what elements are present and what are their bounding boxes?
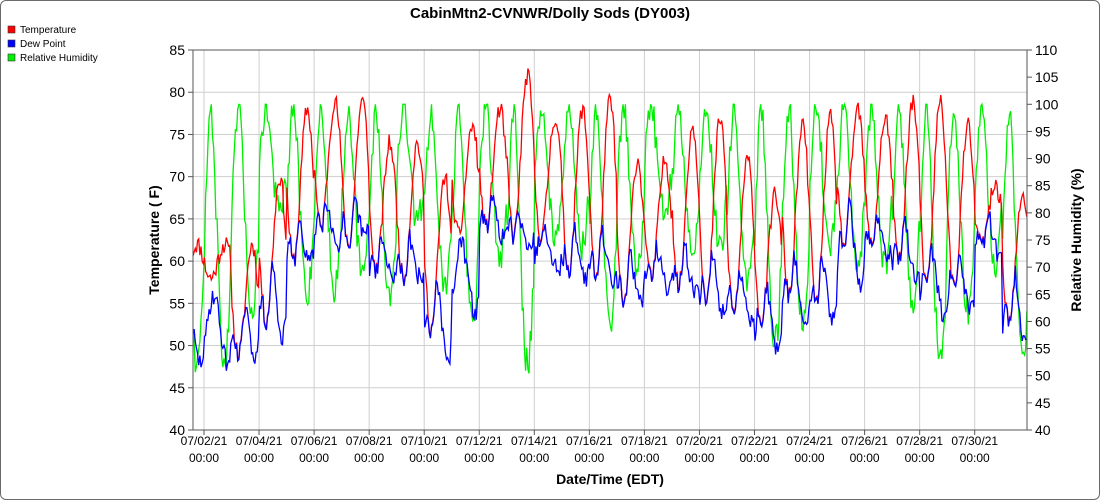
legend-label: Dew Point bbox=[20, 39, 66, 50]
right-tick-label: 60 bbox=[1035, 313, 1051, 329]
x-tick-date: 07/30/21 bbox=[951, 434, 998, 448]
x-tick-time: 00:00 bbox=[739, 451, 769, 465]
series-group bbox=[193, 68, 1027, 374]
right-tick-label: 55 bbox=[1035, 341, 1051, 357]
legend-label: Temperature bbox=[20, 25, 77, 36]
legend-swatch bbox=[7, 25, 16, 34]
right-tick-label: 110 bbox=[1035, 42, 1058, 58]
x-tick-date: 07/06/21 bbox=[291, 434, 338, 448]
right-tick-label: 75 bbox=[1035, 232, 1051, 248]
x-tick-time: 00:00 bbox=[850, 451, 880, 465]
left-tick-label: 80 bbox=[169, 84, 185, 100]
x-tick-time: 00:00 bbox=[795, 451, 825, 465]
x-tick-date: 07/12/21 bbox=[456, 434, 503, 448]
x-tick-date: 07/16/21 bbox=[566, 434, 613, 448]
temperature-line bbox=[193, 68, 1027, 362]
right-tick-label: 65 bbox=[1035, 286, 1051, 302]
x-axis-title: Date/Time (EDT) bbox=[556, 471, 664, 487]
chart-title: CabinMtn2-CVNWR/Dolly Sods (DY003) bbox=[410, 5, 690, 22]
x-tick-date: 07/02/21 bbox=[181, 434, 228, 448]
x-tick-time: 00:00 bbox=[189, 451, 219, 465]
dew-point-line bbox=[193, 194, 1027, 371]
x-tick-date: 07/24/21 bbox=[786, 434, 833, 448]
x-tick-time: 00:00 bbox=[574, 451, 604, 465]
left-tick-label: 70 bbox=[169, 169, 185, 185]
left-tick-label: 60 bbox=[169, 253, 185, 269]
left-tick-label: 85 bbox=[169, 42, 185, 58]
right-tick-label: 100 bbox=[1035, 96, 1059, 112]
x-tick-time: 00:00 bbox=[464, 451, 494, 465]
left-tick-label: 55 bbox=[169, 295, 185, 311]
x-tick-time: 00:00 bbox=[244, 451, 274, 465]
left-tick-label: 45 bbox=[169, 380, 185, 396]
x-tick-time: 00:00 bbox=[629, 451, 659, 465]
left-axis-ticks: 40 45 50 55 60 65 70 75 80 85 bbox=[169, 42, 193, 438]
right-axis-ticks: 40 45 50 55 60 65 70 75 80 85 90 95 100 105 110 bbox=[1027, 42, 1059, 438]
left-tick-label: 40 bbox=[169, 422, 185, 438]
right-tick-label: 50 bbox=[1035, 368, 1051, 384]
right-tick-label: 95 bbox=[1035, 123, 1051, 139]
x-tick-date: 07/10/21 bbox=[401, 434, 448, 448]
legend-swatch bbox=[7, 53, 16, 62]
right-tick-label: 90 bbox=[1035, 151, 1051, 167]
x-tick-date: 07/18/21 bbox=[621, 434, 668, 448]
x-tick-date: 07/26/21 bbox=[841, 434, 888, 448]
legend-swatch bbox=[7, 39, 16, 48]
x-tick-date: 07/08/21 bbox=[346, 434, 393, 448]
x-tick-time: 00:00 bbox=[299, 451, 329, 465]
left-tick-label: 75 bbox=[169, 126, 185, 142]
right-axis-title: Relative Humidity (%) bbox=[1068, 168, 1084, 311]
right-tick-label: 105 bbox=[1035, 69, 1059, 85]
x-axis-ticks: 07/02/21 00:00 07/04/21 00:00 07/06/21 00:00 0… bbox=[181, 430, 998, 465]
right-tick-label: 40 bbox=[1035, 422, 1051, 438]
left-tick-label: 50 bbox=[169, 338, 185, 354]
left-tick-label: 65 bbox=[169, 211, 185, 227]
x-tick-time: 00:00 bbox=[354, 451, 384, 465]
x-tick-time: 00:00 bbox=[905, 451, 935, 465]
right-tick-label: 70 bbox=[1035, 259, 1051, 275]
x-tick-date: 07/22/21 bbox=[731, 434, 778, 448]
x-tick-time: 00:00 bbox=[519, 451, 549, 465]
x-tick-date: 07/04/21 bbox=[236, 434, 283, 448]
right-tick-label: 45 bbox=[1035, 395, 1051, 411]
x-tick-time: 00:00 bbox=[409, 451, 439, 465]
x-tick-time: 00:00 bbox=[684, 451, 714, 465]
x-tick-date: 07/28/21 bbox=[896, 434, 943, 448]
legend-label: Relative Humidity bbox=[20, 53, 98, 64]
x-tick-date: 07/14/21 bbox=[511, 434, 558, 448]
right-tick-label: 85 bbox=[1035, 178, 1051, 194]
right-tick-label: 80 bbox=[1035, 205, 1051, 221]
x-tick-time: 00:00 bbox=[960, 451, 990, 465]
x-tick-date: 07/20/21 bbox=[676, 434, 723, 448]
legend: Temperature Dew Point Relative Humidity bbox=[7, 25, 98, 64]
left-axis-title: Temperature ( F) bbox=[146, 185, 162, 294]
